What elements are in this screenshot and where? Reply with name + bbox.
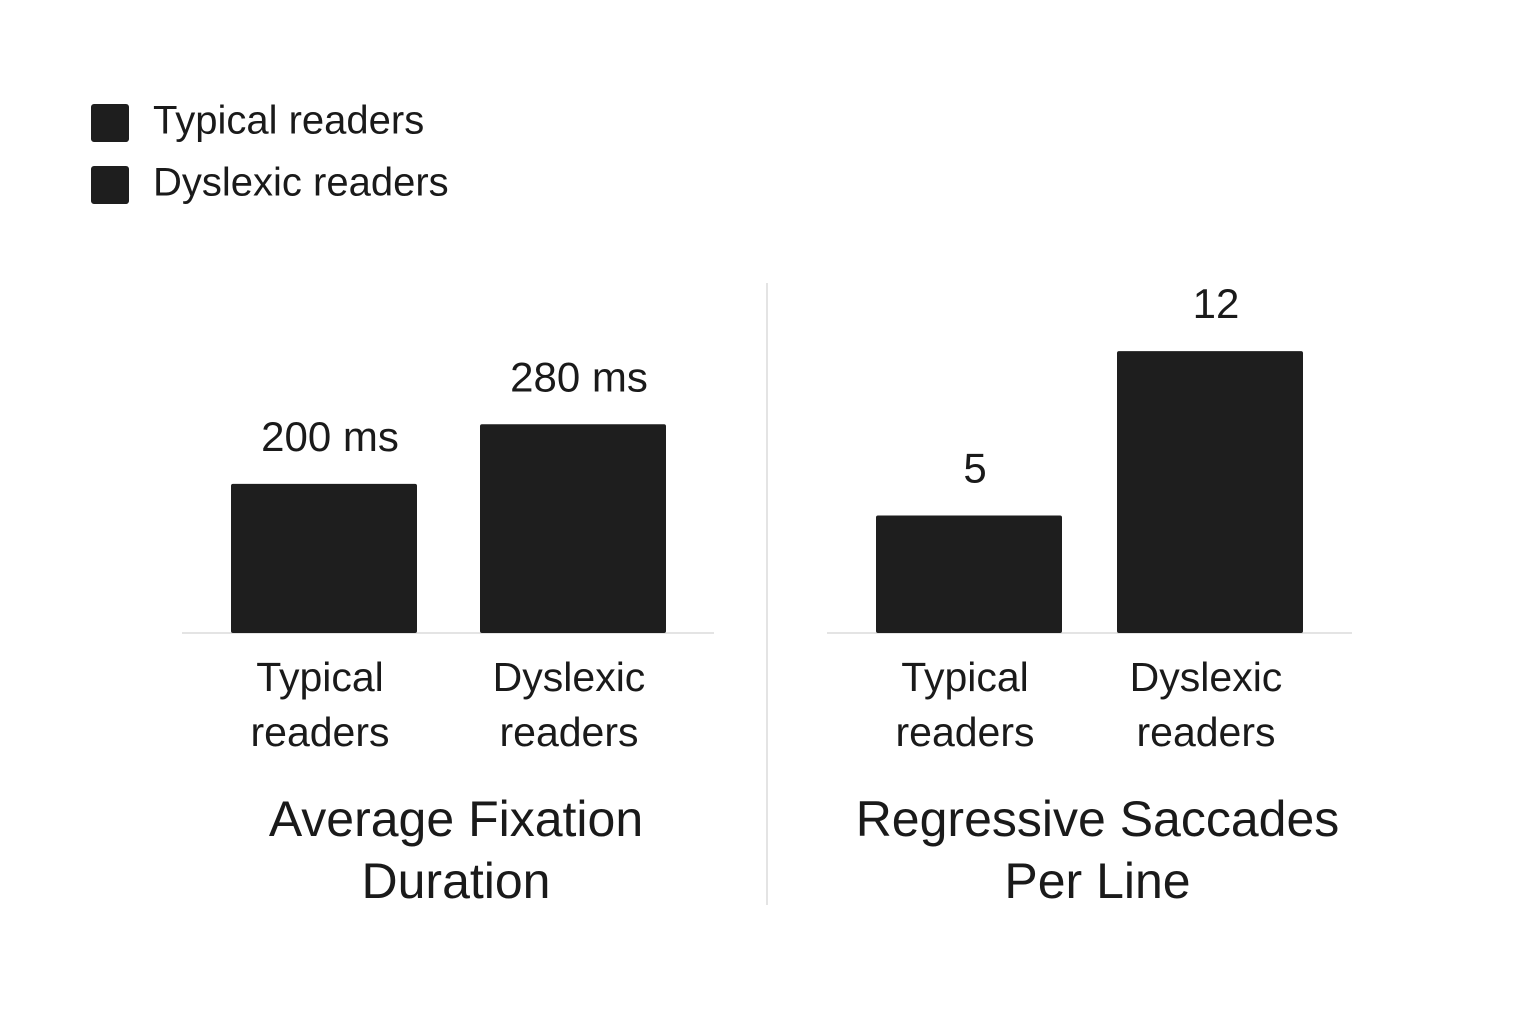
- bar: [231, 483, 417, 633]
- value-label: 5: [963, 445, 986, 492]
- legend-label: Typical readers: [153, 99, 424, 143]
- value-label: 200 ms: [261, 413, 399, 460]
- x-tick-label: Dyslexic readers: [1130, 654, 1283, 755]
- chart-title: Regressive Saccades Per Line: [856, 791, 1340, 909]
- value-label: 280 ms: [510, 353, 648, 400]
- x-tick-label: Typical readers: [895, 654, 1034, 755]
- legend-swatch: [91, 166, 129, 204]
- bar: [480, 424, 666, 633]
- bar: [1117, 351, 1303, 633]
- x-tick-label: Dyslexic readers: [493, 654, 646, 755]
- chart-title: Average Fixation Duration: [269, 791, 643, 909]
- legend-label: Dyslexic readers: [153, 161, 449, 205]
- value-label: 12: [1193, 280, 1240, 327]
- legend-swatch: [91, 104, 129, 142]
- bar: [876, 515, 1062, 633]
- x-tick-label: Typical readers: [250, 654, 389, 755]
